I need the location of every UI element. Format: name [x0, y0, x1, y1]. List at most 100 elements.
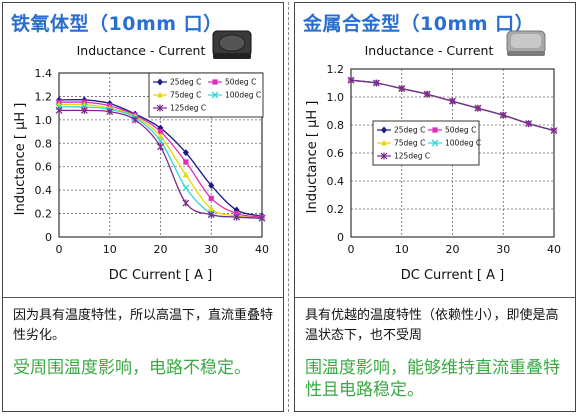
data-point — [449, 97, 456, 105]
data-point — [208, 181, 215, 189]
series-5 — [55, 106, 266, 222]
ferrite-panel: 铁氧体型（10mm 口） Inductance - Current 0 10 20 30… — [2, 2, 284, 412]
x-tick-label: 40 — [547, 243, 561, 256]
x-tick-label: 10 — [103, 243, 117, 256]
inductor-icon-core — [218, 34, 246, 52]
x-tick-label: 20 — [154, 243, 168, 256]
x-tick-label: 40 — [255, 243, 269, 256]
data-point — [233, 213, 241, 221]
series-line — [58, 101, 263, 218]
legend-item: 100deg C — [208, 91, 261, 100]
metal-alloy-panel: 金属合金型（10mm 口） Inductance - Current 0 10 20 3… — [294, 2, 576, 412]
y-axis-label: Inductance [ μH ] — [305, 101, 320, 214]
y-tick-label: 1.4 — [35, 67, 53, 80]
x-tick-label: 0 — [348, 243, 355, 256]
legend-marker — [380, 152, 388, 160]
x-tick-label: 10 — [395, 243, 409, 256]
legend-label: 25deg C — [170, 78, 201, 87]
panel-title: 金属合金型（10mm 口） — [303, 13, 535, 35]
legend-marker — [381, 126, 387, 134]
separator — [295, 297, 575, 298]
legend-label: 50deg C — [445, 126, 476, 135]
metal-alloy-chart: Inductance - Current 0 10 20 30 40 0 0.2 0.4 0.6 0… — [305, 30, 561, 283]
data-point — [423, 90, 431, 98]
y-tick-label: 0 — [45, 231, 52, 244]
y-tick-label: 0.2 — [327, 203, 345, 216]
panel-highlight: 受周围温度影响，电路不稳定。 — [13, 358, 251, 378]
legend-item: 50deg C — [428, 126, 476, 135]
y-tick-label: 0.4 — [35, 184, 53, 197]
chart-legend: 25deg C 50deg C 75deg C 100deg C 125deg C — [148, 72, 264, 118]
data-point — [499, 111, 507, 119]
legend-item: 100deg C — [428, 139, 481, 148]
plot-frame — [350, 68, 555, 238]
legend-label: 75deg C — [170, 91, 201, 100]
data-point — [372, 79, 380, 87]
legend-marker — [157, 91, 163, 98]
data-point — [183, 159, 189, 165]
y-tick-label: 0.6 — [35, 161, 53, 174]
data-point — [207, 211, 215, 219]
x-axis-label: DC Current [ A ] — [109, 268, 212, 283]
separator — [3, 297, 283, 298]
x-tick-label: 30 — [496, 243, 510, 256]
data-point — [182, 184, 190, 192]
x-tick-label: 0 — [56, 243, 63, 256]
x-tick-label: 20 — [446, 243, 460, 256]
panel-description: 具有优越的温度特性（依赖性小），即使是高温状态下，也不受周 — [305, 308, 559, 343]
legend-item: 50deg C — [208, 78, 256, 87]
data-point — [208, 205, 215, 212]
panel-divider — [288, 2, 289, 412]
x-tick-label: 30 — [204, 243, 218, 256]
data-point — [550, 127, 558, 135]
legend-label: 75deg C — [394, 139, 425, 148]
data-point — [182, 171, 189, 178]
inductor-icon-base — [213, 53, 251, 59]
legend-marker — [156, 104, 164, 112]
y-tick-label: 1.2 — [327, 63, 345, 76]
legend-marker — [157, 78, 163, 86]
legend-marker — [211, 91, 219, 99]
data-point — [258, 214, 266, 222]
data-point — [208, 195, 214, 201]
data-point — [182, 149, 189, 157]
legend-marker — [212, 79, 218, 85]
legend-item: 75deg C — [377, 139, 425, 148]
y-tick-label: 0.6 — [327, 147, 345, 160]
panel-title: 铁氧体型（10mm 口） — [11, 13, 223, 35]
legend-label: 125deg C — [170, 104, 206, 113]
panel-highlight: 围温度影响，能够维持直流重叠特性且电路稳定。 — [305, 358, 560, 400]
legend-item: 25deg C — [153, 78, 201, 87]
chart-title: Inductance - Current — [365, 43, 494, 58]
y-tick-label: 0.8 — [327, 119, 345, 132]
y-tick-label: 0.2 — [35, 208, 53, 221]
data-point — [157, 143, 164, 151]
legend-item: 25deg C — [377, 126, 425, 135]
y-tick-label: 0.4 — [327, 175, 345, 188]
legend-label: 50deg C — [225, 78, 256, 87]
series-5 — [347, 76, 558, 135]
ferrite-chart: Inductance - Current 0 10 20 30 40 0 0.2 0.4 0.6 0… — [13, 30, 269, 283]
data-point — [80, 106, 88, 114]
data-point — [157, 133, 164, 139]
x-axis-label: DC Current [ A ] — [401, 268, 504, 283]
y-tick-label: 0.8 — [35, 137, 53, 150]
chart-legend: 25deg C 50deg C 75deg C 100deg C 125deg C — [372, 120, 481, 166]
y-tick-label: 1.0 — [327, 91, 345, 104]
legend-label: 25deg C — [394, 126, 425, 135]
data-point — [398, 85, 406, 93]
data-point — [157, 128, 164, 135]
legend-item: 125deg C — [153, 104, 206, 113]
inductor-icon — [506, 30, 546, 56]
legend-box — [148, 72, 264, 118]
data-point — [131, 116, 139, 124]
y-axis-label: Inductance [ μH ] — [13, 103, 28, 216]
chart-title: Inductance - Current — [77, 43, 206, 58]
data-point — [347, 76, 355, 84]
inductor-icon — [212, 30, 252, 59]
legend-marker — [381, 139, 387, 146]
y-tick-label: 1.2 — [35, 90, 53, 103]
data-point — [182, 199, 190, 207]
legend-label: 125deg C — [394, 152, 430, 161]
